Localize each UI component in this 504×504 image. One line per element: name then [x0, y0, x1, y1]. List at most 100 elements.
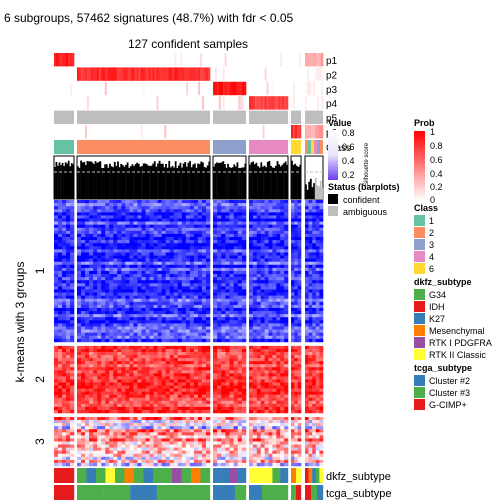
- heatmap-cell: [105, 345, 110, 350]
- heatmap-cell: [137, 200, 142, 204]
- heatmap-cell: [133, 364, 138, 368]
- heatmap-cell: [237, 329, 243, 333]
- heatmap-cell: [189, 391, 195, 395]
- heatmap-cell: [252, 258, 258, 262]
- heatmap-cell: [284, 298, 289, 303]
- heatmap-cell: [70, 270, 75, 275]
- heatmap-cell: [141, 311, 146, 315]
- heatmap-cell: [221, 307, 226, 312]
- silhouette-bar: [160, 163, 163, 199]
- heatmap-cell: [70, 376, 75, 380]
- heatmap-cell: [113, 227, 118, 232]
- heatmap-cell: [297, 237, 302, 241]
- prob-cell: [56, 53, 59, 67]
- heatmap-cell: [66, 379, 71, 383]
- prob-cell: [299, 53, 302, 67]
- heatmap-cell: [272, 267, 277, 272]
- heatmap-cell: [241, 382, 247, 386]
- heatmap-cell: [173, 376, 179, 380]
- prob-cell: [58, 67, 61, 81]
- heatmap-cell: [256, 370, 261, 374]
- heatmap-cell: [284, 320, 289, 324]
- prob-cell: [164, 96, 167, 110]
- heatmap-cell: [66, 200, 71, 204]
- heatmap-cell: [272, 237, 277, 241]
- heatmap-cell: [297, 329, 302, 333]
- heatmap-cell: [149, 373, 154, 377]
- heatmap-cell: [181, 240, 187, 244]
- heatmap-cell: [66, 361, 71, 365]
- heatmap-cell: [213, 212, 218, 216]
- heatmap-cell: [233, 270, 239, 275]
- heatmap-cell: [221, 240, 226, 244]
- heatmap-cell: [97, 376, 102, 380]
- heatmap-cell: [268, 295, 273, 300]
- heatmap-cell: [315, 323, 320, 327]
- heatmap-cell: [205, 391, 211, 395]
- heatmap-cell: [221, 304, 226, 309]
- heatmap-cell: [205, 311, 211, 315]
- heatmap-cell: [121, 351, 126, 356]
- heatmap-cell: [105, 311, 110, 315]
- prob-cell: [220, 53, 224, 67]
- heatmap-cell: [54, 329, 59, 333]
- heatmap-cell: [109, 345, 114, 350]
- prob-cell: [284, 67, 287, 81]
- heatmap-cell: [217, 332, 222, 337]
- heatmap-cell: [249, 224, 254, 229]
- heatmap-cell: [229, 376, 234, 380]
- heatmap-cell: [129, 332, 134, 337]
- heatmap-cell: [297, 270, 302, 275]
- heatmap-cell: [117, 373, 122, 377]
- heatmap-cell: [125, 361, 130, 365]
- heatmap-cell: [105, 249, 110, 253]
- prob-cell: [280, 67, 283, 81]
- heatmap-cell: [62, 215, 67, 219]
- heatmap-cell: [225, 320, 230, 324]
- heatmap-cell: [169, 338, 175, 343]
- silhouette-bar: [101, 167, 103, 199]
- heatmap-cell: [312, 348, 317, 353]
- heatmap-cell: [284, 274, 289, 278]
- heatmap-cell: [237, 233, 243, 238]
- prob-cell: [224, 125, 227, 139]
- prob-cell: [305, 53, 308, 67]
- heatmap-cell: [153, 348, 158, 353]
- heatmap-cell: [284, 345, 289, 350]
- heatmap-cell: [268, 304, 273, 309]
- prob-cell: [213, 81, 216, 96]
- heatmap-cell: [101, 200, 106, 204]
- heatmap-cell: [81, 335, 86, 340]
- heatmap-cell: [193, 267, 199, 272]
- heatmap-cell: [101, 292, 106, 296]
- heatmap-cell: [213, 261, 218, 266]
- heatmap-cell: [137, 385, 142, 389]
- heatmap-cell: [276, 292, 281, 296]
- heatmap-cell: [54, 373, 59, 377]
- heatmap-cell: [101, 240, 106, 244]
- heatmap-cell: [109, 215, 114, 219]
- heatmap-cell: [141, 385, 146, 389]
- heatmap-cell: [109, 249, 114, 253]
- heatmap-cell: [312, 335, 317, 340]
- heatmap-cell: [189, 298, 195, 303]
- heatmap-cell: [97, 230, 102, 235]
- heatmap-cell: [315, 370, 320, 374]
- heatmap-cell: [117, 200, 122, 204]
- heatmap-cell: [291, 203, 295, 207]
- heatmap-cell: [70, 388, 75, 392]
- heatmap-cell: [93, 240, 98, 244]
- silhouette-bar: [163, 167, 166, 199]
- heatmap-cell: [225, 367, 230, 371]
- heatmap-cell: [280, 252, 285, 256]
- prob-cell: [138, 53, 141, 67]
- heatmap-cell: [109, 200, 114, 204]
- heatmap-cell: [165, 237, 170, 241]
- prob-cell: [214, 125, 218, 139]
- heatmap-cell: [54, 227, 59, 232]
- prob-cell: [262, 81, 265, 96]
- heatmap-cell: [291, 385, 295, 389]
- heatmap-cell: [173, 394, 179, 399]
- heatmap-cell: [133, 274, 138, 278]
- prob-cell: [188, 67, 191, 81]
